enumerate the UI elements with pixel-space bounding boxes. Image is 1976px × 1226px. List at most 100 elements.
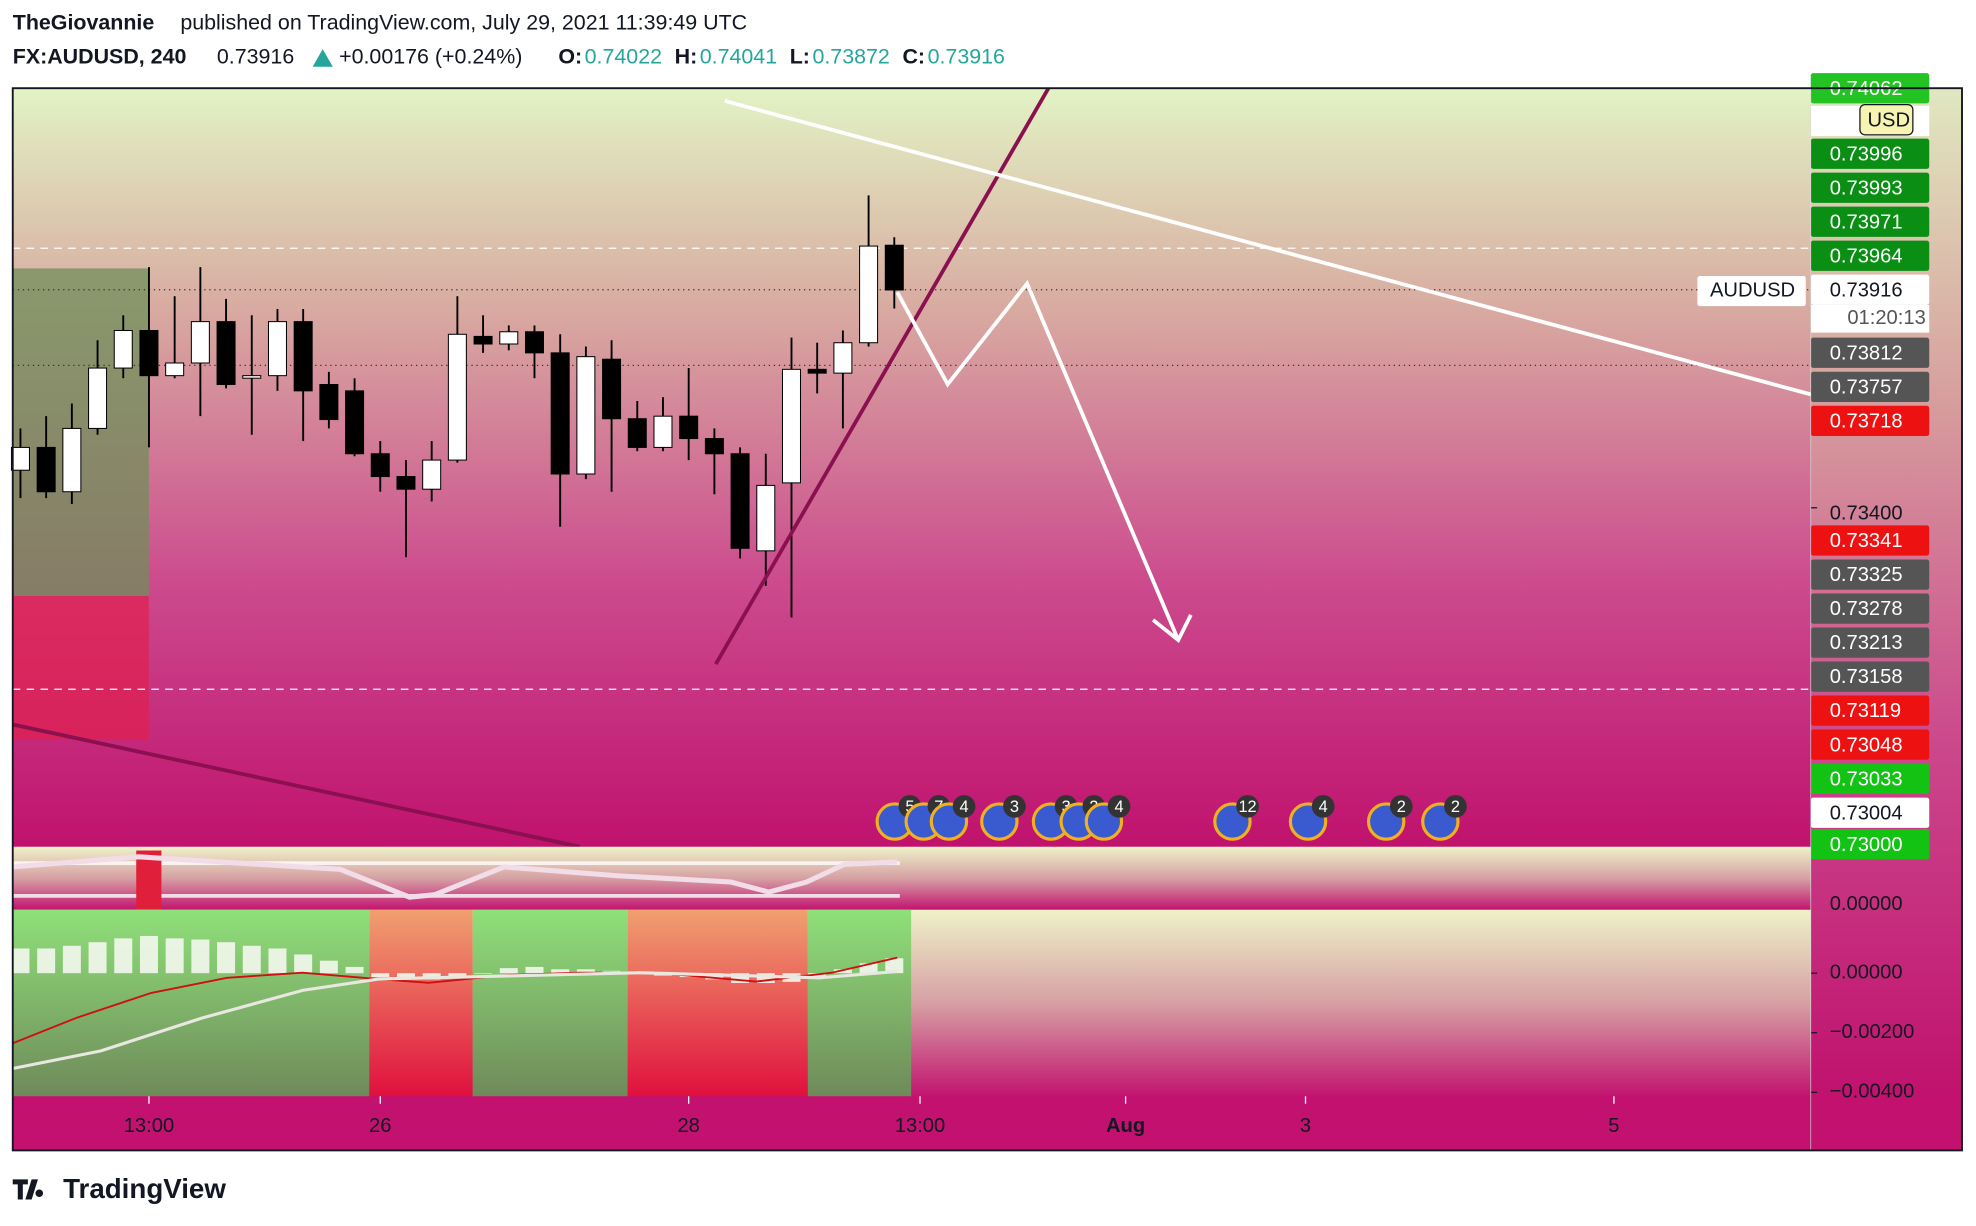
macd-bar bbox=[114, 938, 133, 974]
macd-bar bbox=[396, 973, 415, 980]
macd bbox=[11, 935, 904, 984]
candle-body bbox=[36, 446, 56, 493]
price-label-bg bbox=[1810, 593, 1930, 624]
event-badge bbox=[1003, 795, 1026, 818]
macd-tick-label: 0.00000 bbox=[1830, 962, 1903, 984]
candle-body bbox=[190, 321, 210, 364]
change: +0.00176 (+0.24%) bbox=[339, 45, 522, 69]
candle-body bbox=[113, 329, 133, 369]
candle-body bbox=[602, 358, 622, 420]
macd-bar bbox=[731, 973, 750, 984]
macd-bar bbox=[294, 954, 313, 974]
macd-bar bbox=[551, 969, 570, 974]
event-count: 4 bbox=[960, 798, 969, 816]
candle-body bbox=[319, 384, 339, 421]
event-count: 3 bbox=[1010, 798, 1019, 816]
symbol-tag-bg bbox=[1697, 275, 1806, 307]
candle-body bbox=[756, 484, 776, 552]
ohlc-value: 0.73872 bbox=[812, 45, 889, 69]
event-badge bbox=[1107, 795, 1131, 818]
price-label: 0.73048 bbox=[1830, 734, 1903, 756]
symbol-tag: AUDUSD bbox=[1710, 279, 1795, 301]
macd-bar bbox=[576, 969, 595, 974]
last-price: 0.73916 bbox=[217, 45, 294, 69]
x-tick-label: Aug bbox=[1106, 1115, 1145, 1137]
trend-line bbox=[724, 98, 1812, 397]
oscillator-line bbox=[12, 854, 898, 900]
macd-bar bbox=[345, 966, 364, 974]
x-tick-label: 26 bbox=[369, 1115, 391, 1137]
candle-body bbox=[833, 342, 853, 374]
price-axis bbox=[1810, 88, 1962, 1097]
price-label: 0.73213 bbox=[1830, 632, 1903, 654]
event-count: 3 bbox=[1062, 798, 1071, 816]
trend-line bbox=[714, 87, 1051, 665]
candle-body bbox=[216, 321, 236, 386]
ohlc-label: C: bbox=[902, 45, 925, 69]
events: 574332412422 bbox=[875, 795, 1467, 841]
price-label-bg bbox=[1810, 559, 1930, 590]
ohlc-label: H: bbox=[675, 45, 698, 69]
candle-body bbox=[139, 329, 159, 377]
macd-bar bbox=[242, 945, 261, 974]
price-label: 0.73916 bbox=[1830, 279, 1903, 301]
candle-body bbox=[88, 367, 108, 429]
candle-body bbox=[679, 415, 699, 440]
event-count: 4 bbox=[1114, 798, 1123, 816]
macd-bar bbox=[268, 948, 287, 974]
trend-band bbox=[369, 909, 473, 1097]
price-label: 0.73757 bbox=[1830, 376, 1903, 398]
currency: USD bbox=[1867, 109, 1910, 131]
trend-band bbox=[807, 909, 912, 1097]
macd-bar bbox=[833, 969, 852, 974]
frame-border bbox=[11, 87, 1963, 1152]
macd-bar bbox=[474, 973, 493, 974]
macd-bar bbox=[756, 973, 775, 984]
macd-bar bbox=[191, 939, 210, 974]
price-label-bg bbox=[1810, 274, 1930, 305]
candle-body bbox=[242, 375, 262, 379]
macd-line bbox=[12, 956, 898, 1045]
ohlc-value: 0.74022 bbox=[585, 45, 662, 69]
candle-body bbox=[293, 321, 313, 392]
price-label: 0.73996 bbox=[1830, 143, 1903, 165]
price-label: 0.73158 bbox=[1830, 666, 1903, 688]
currency-bg bbox=[1859, 103, 1914, 136]
macd-bar bbox=[165, 938, 184, 974]
countdown-bg bbox=[1810, 304, 1930, 333]
macd-bar bbox=[217, 942, 236, 974]
logo-mark bbox=[12, 1179, 44, 1200]
price-label: 0.73000 bbox=[1830, 834, 1903, 856]
brand: TradingView bbox=[63, 1173, 226, 1204]
candle-body bbox=[859, 245, 879, 344]
price-label: 0.73971 bbox=[1830, 211, 1903, 233]
symbol-line: FX:AUDUSD, 240 0.73916 +0.00176 (+0.24%)… bbox=[13, 45, 1005, 69]
macd-bar bbox=[139, 935, 158, 974]
event-count: 12 bbox=[1238, 798, 1256, 816]
countdown: 01:20:13 bbox=[1847, 307, 1925, 329]
ohlc-value: 0.74041 bbox=[700, 45, 777, 69]
candle-body bbox=[627, 418, 647, 448]
x-tick-label: 13:00 bbox=[124, 1115, 174, 1137]
price-label-bg bbox=[1810, 797, 1930, 828]
macd-bar bbox=[37, 948, 56, 974]
price-label-bg bbox=[1810, 525, 1930, 556]
projection-arrow bbox=[895, 279, 1193, 644]
event-badge bbox=[1389, 795, 1413, 818]
x-tick-label: 5 bbox=[1608, 1115, 1619, 1137]
macd-tick-label: −0.00200 bbox=[1830, 1021, 1915, 1043]
candle-body bbox=[499, 331, 519, 345]
candle-body bbox=[653, 415, 673, 448]
event-count: 2 bbox=[1397, 798, 1406, 816]
candle-body bbox=[704, 438, 724, 455]
candle-body bbox=[267, 321, 287, 377]
candle-body bbox=[370, 453, 390, 478]
candle-body bbox=[422, 459, 442, 490]
candle-body bbox=[165, 362, 185, 377]
event-badge bbox=[952, 795, 976, 818]
price-label: 0.73812 bbox=[1830, 342, 1903, 364]
candle-body bbox=[396, 476, 416, 490]
price-label-bg bbox=[1810, 172, 1930, 203]
macd-bar bbox=[499, 968, 518, 974]
